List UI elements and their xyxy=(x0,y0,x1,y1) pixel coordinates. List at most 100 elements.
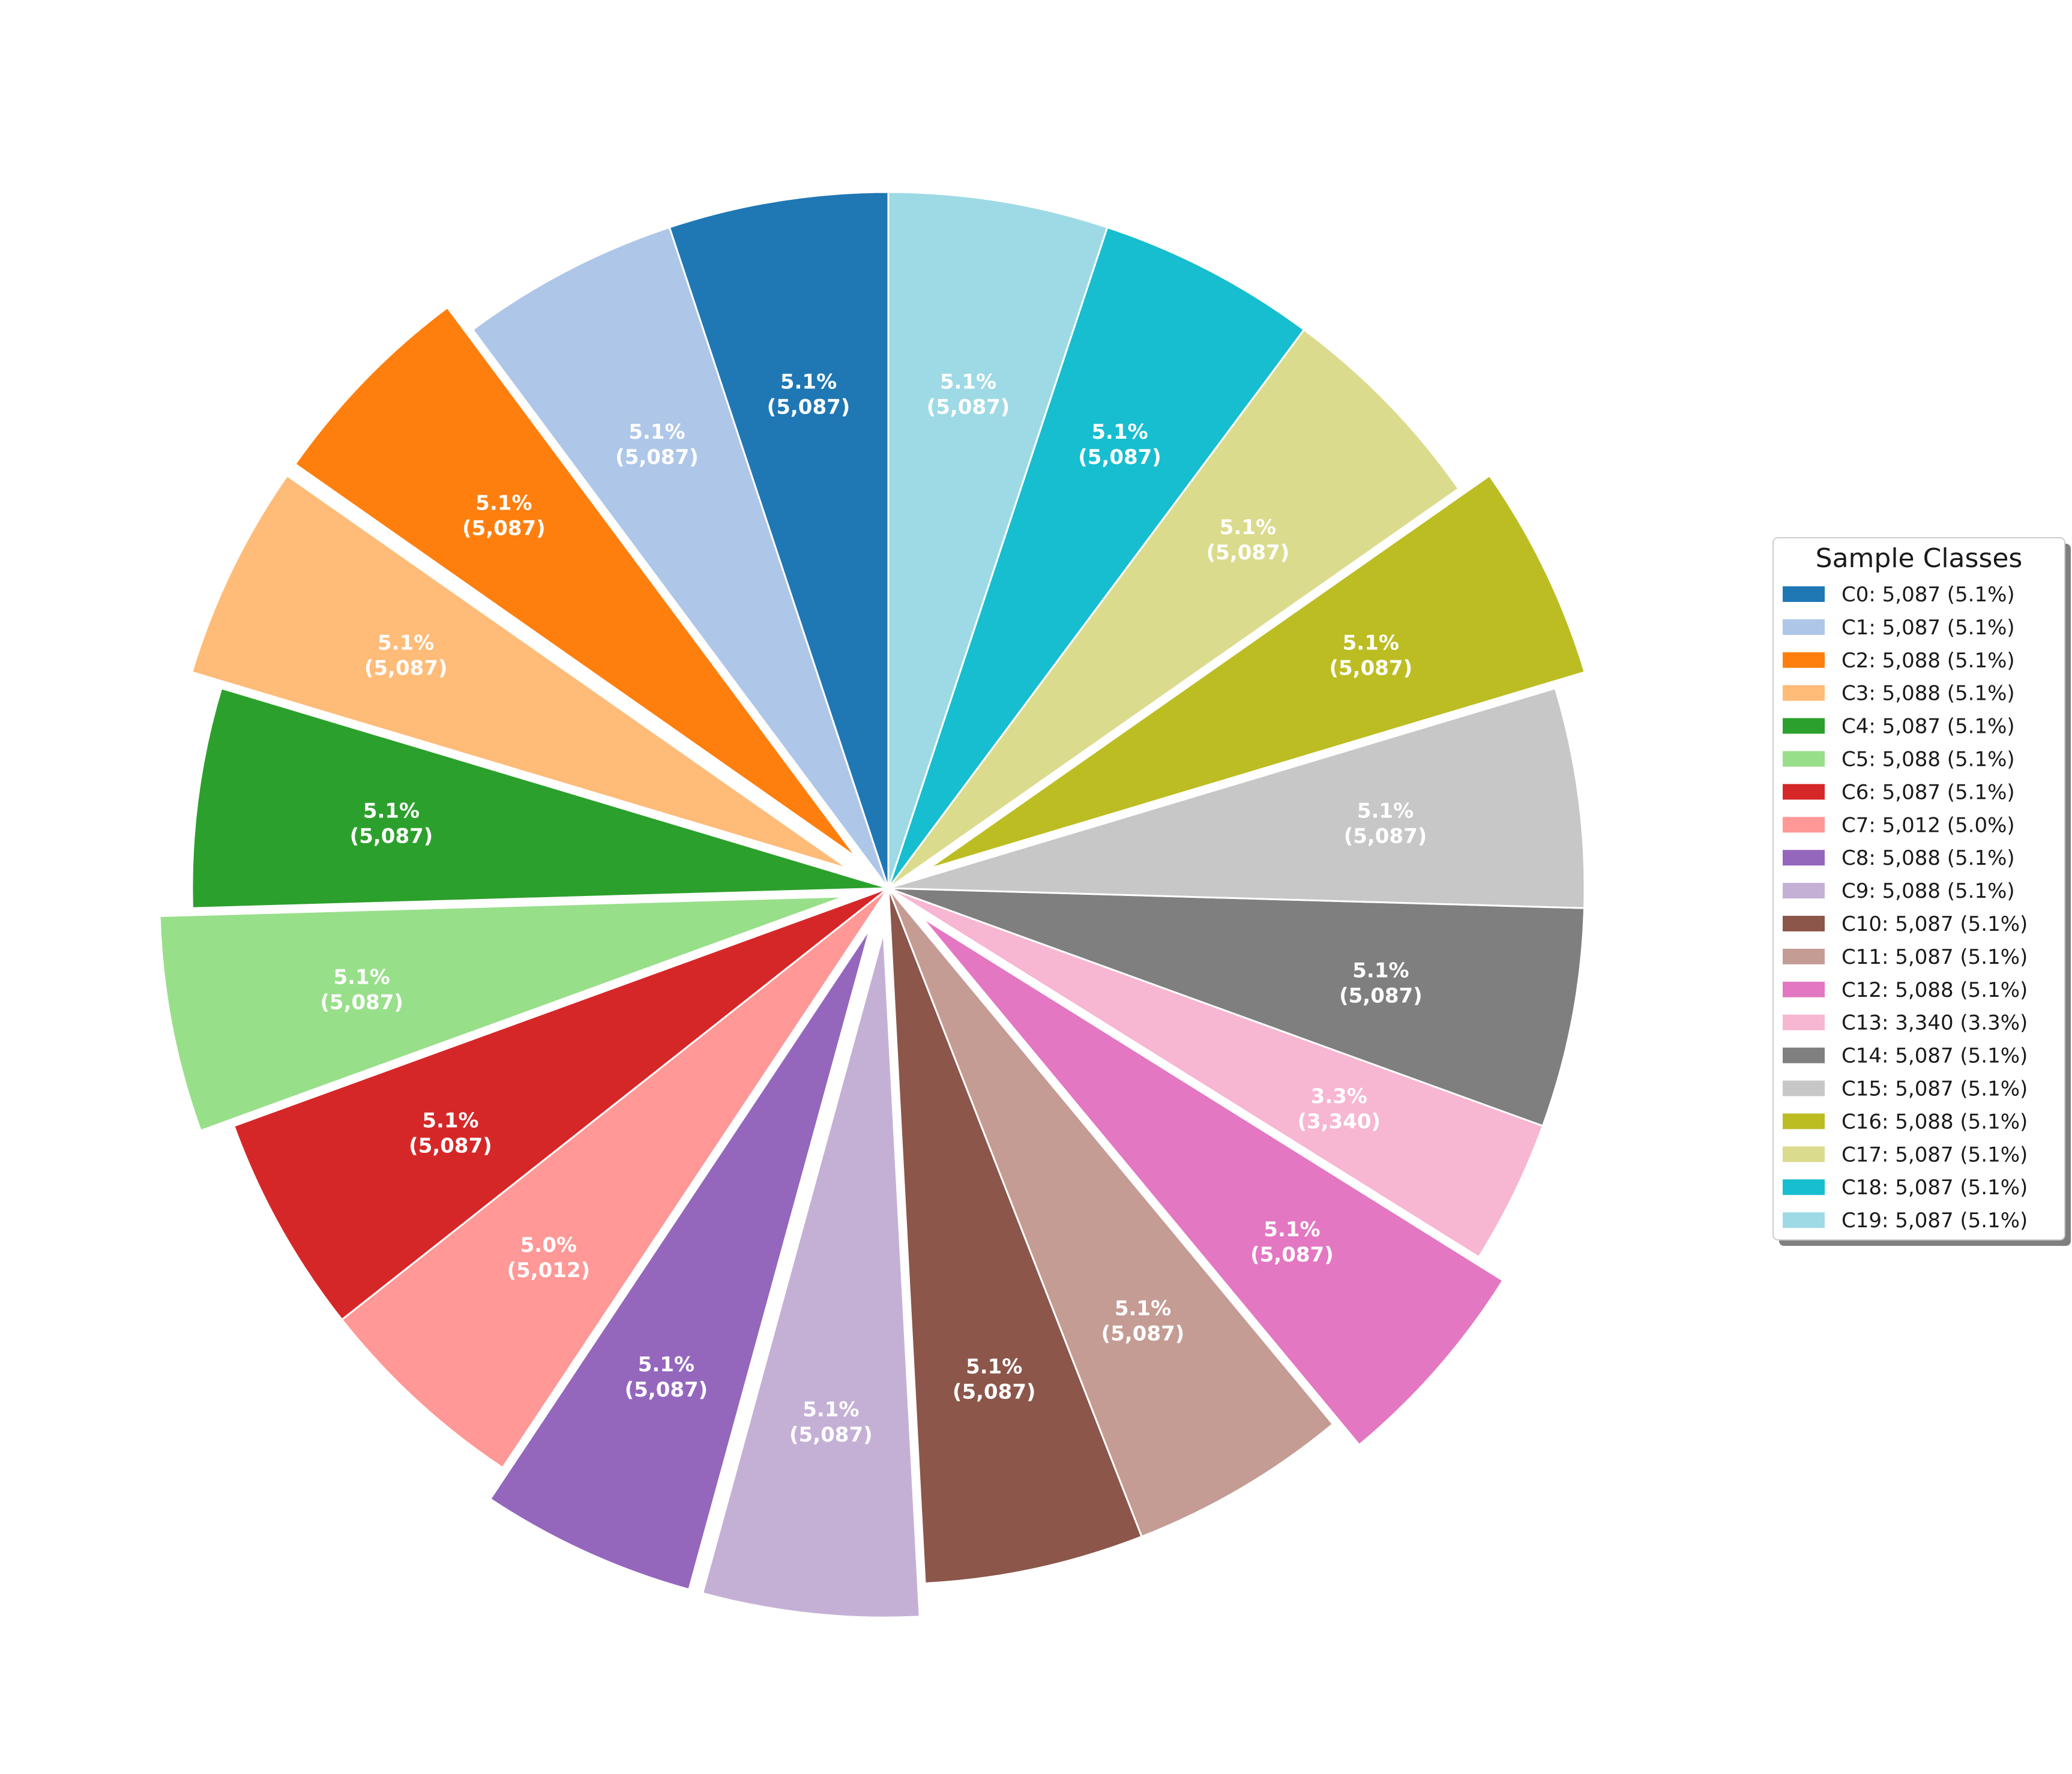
legend-swatch-c19 xyxy=(1783,1212,1825,1228)
legend-label-c16: C16: 5,088 (5.1%) xyxy=(1842,1110,2028,1134)
legend-label-c13: C13: 3,340 (3.3%) xyxy=(1842,1011,2028,1035)
slice-percent: 3.3% xyxy=(1311,1084,1367,1108)
pie-slice-c18 xyxy=(887,226,1305,889)
slice-count: (3,340) xyxy=(1297,1110,1381,1134)
legend-label-c3: C3: 5,088 (5.1%) xyxy=(1842,682,2015,706)
slice-percent: 5.1% xyxy=(333,965,390,989)
slice-label-c4: 5.1% (5,087) xyxy=(350,799,433,849)
pie-slice-c2 xyxy=(291,302,866,867)
slice-label-c5: 5.1% (5,087) xyxy=(320,965,403,1014)
slice-percent: 5.1% xyxy=(1357,799,1414,823)
legend-swatch-c14 xyxy=(1783,1047,1825,1063)
pie-slice-c14 xyxy=(887,887,1586,1127)
slice-label-c17: 5.1% (5,087) xyxy=(1206,516,1290,565)
slice-percent: 5.1% xyxy=(940,370,996,394)
legend-swatch-c9 xyxy=(1783,883,1825,899)
slice-count: (5,087) xyxy=(767,395,851,419)
slice-count: (5,012) xyxy=(507,1258,591,1282)
legend-swatch-c4 xyxy=(1783,718,1825,734)
slice-count: (5,087) xyxy=(927,395,1010,419)
slice-count: (5,087) xyxy=(1206,541,1290,565)
slice-label-c18: 5.1% (5,087) xyxy=(1078,420,1161,469)
slice-percent: 5.1% xyxy=(363,799,420,823)
legend-swatch-c5 xyxy=(1783,751,1825,767)
pie-slice-c8 xyxy=(486,917,876,1594)
legend-swatch-c12 xyxy=(1783,981,1825,997)
pie-slice-c12 xyxy=(912,909,1508,1450)
slice-count: (5,087) xyxy=(615,445,699,469)
slice-count: (5,087) xyxy=(1329,656,1412,680)
pie-labels: 5.1% (5,087)5.1% (5,087)5.1% (5,087)5.1% (5,… xyxy=(320,370,1427,1447)
slice-count: (5,087) xyxy=(1101,1322,1185,1346)
pie-slice-c15 xyxy=(887,687,1586,909)
slice-label-c0: 5.1% (5,087) xyxy=(767,370,851,419)
legend-items: C0: 5,087 (5.1%) C1: 5,087 (5.1%) C2: 5,08… xyxy=(1783,583,2028,1233)
slice-count: (5,087) xyxy=(320,990,403,1014)
pie-slice-c7 xyxy=(341,887,890,1469)
slice-percent: 5.1% xyxy=(1343,631,1399,655)
pie-slice-c0 xyxy=(668,191,890,889)
pie-slice-c1 xyxy=(472,226,890,889)
legend-label-c15: C15: 5,087 (5.1%) xyxy=(1842,1077,2028,1101)
slice-percent: 5.1% xyxy=(1091,420,1148,444)
legend-swatch-c16 xyxy=(1783,1113,1825,1129)
legend-swatch-c13 xyxy=(1783,1014,1825,1030)
legend-label-c6: C6: 5,087 (5.1%) xyxy=(1842,780,2015,804)
legend-label-c1: C1: 5,087 (5.1%) xyxy=(1842,616,2015,640)
legend-label-c12: C12: 5,088 (5.1%) xyxy=(1842,978,2028,1002)
slice-percent: 5.1% xyxy=(378,631,434,655)
slice-percent: 5.1% xyxy=(780,370,837,394)
pie-slice-c10 xyxy=(887,887,1143,1584)
slice-label-c12: 5.1% (5,087) xyxy=(1250,1218,1334,1267)
pie-slices xyxy=(155,191,1589,1622)
slice-label-c2: 5.1% (5,087) xyxy=(462,492,546,541)
slice-percent: 5.1% xyxy=(638,1353,694,1377)
pie-slice-c4 xyxy=(191,687,890,909)
slice-count: (5,087) xyxy=(1250,1243,1334,1267)
slice-label-c16: 5.1% (5,087) xyxy=(1329,631,1412,680)
slice-percent: 5.1% xyxy=(1115,1297,1171,1321)
legend: Sample Classes C0: 5,087 (5.1%) C1: 5,087… xyxy=(1772,537,2071,1246)
slice-label-c13: 3.3% (3,340) xyxy=(1297,1084,1381,1134)
pie-slice-c17 xyxy=(887,328,1460,889)
legend-swatch-c10 xyxy=(1783,916,1825,931)
legend-swatch-c18 xyxy=(1783,1179,1825,1195)
legend-swatch-c0 xyxy=(1783,586,1825,602)
legend-label-c19: C19: 5,087 (5.1%) xyxy=(1842,1209,2028,1233)
slice-percent: 5.1% xyxy=(422,1109,478,1133)
legend-label-c17: C17: 5,087 (5.1%) xyxy=(1842,1143,2028,1167)
legend-label-c0: C0: 5,087 (5.1%) xyxy=(1842,583,2015,607)
legend-label-c10: C10: 5,087 (5.1%) xyxy=(1842,912,2028,936)
slice-label-c15: 5.1% (5,087) xyxy=(1344,799,1427,849)
slice-label-c1: 5.1% (5,087) xyxy=(615,420,699,469)
legend-swatch-c11 xyxy=(1783,948,1825,964)
slice-percent: 5.1% xyxy=(475,492,532,516)
slice-count: (5,087) xyxy=(1344,825,1427,849)
slice-label-c3: 5.1% (5,087) xyxy=(364,631,448,681)
legend-label-c14: C14: 5,087 (5.1%) xyxy=(1842,1044,2028,1068)
slice-percent: 5.1% xyxy=(1352,959,1409,983)
slice-count: (5,087) xyxy=(953,1380,1036,1404)
slice-label-c11: 5.1% (5,087) xyxy=(1101,1297,1185,1346)
pie-slice-c9 xyxy=(698,920,924,1622)
slice-percent: 5.1% xyxy=(1263,1218,1320,1242)
slice-count: (5,087) xyxy=(789,1423,873,1447)
slice-percent: 5.1% xyxy=(1220,516,1276,540)
legend-box xyxy=(1772,537,2065,1240)
legend-swatch-c17 xyxy=(1783,1146,1825,1162)
legend-swatch-c15 xyxy=(1783,1080,1825,1096)
slice-label-c7: 5.0% (5,012) xyxy=(507,1233,591,1282)
slice-label-c9: 5.1% (5,087) xyxy=(789,1398,873,1447)
legend-swatch-c2 xyxy=(1783,652,1825,668)
slice-percent: 5.1% xyxy=(628,420,685,444)
legend-label-c7: C7: 5,012 (5.0%) xyxy=(1842,813,2015,837)
slice-label-c10: 5.1% (5,087) xyxy=(953,1355,1036,1404)
pie-slice-c5 xyxy=(155,892,857,1135)
slice-percent: 5.1% xyxy=(966,1355,1022,1379)
legend-label-c18: C18: 5,087 (5.1%) xyxy=(1842,1176,2028,1200)
pie-slice-c3 xyxy=(187,471,860,876)
slice-label-c14: 5.1% (5,087) xyxy=(1339,959,1423,1008)
legend-swatch-c6 xyxy=(1783,784,1825,800)
slice-count: (5,087) xyxy=(350,825,433,849)
